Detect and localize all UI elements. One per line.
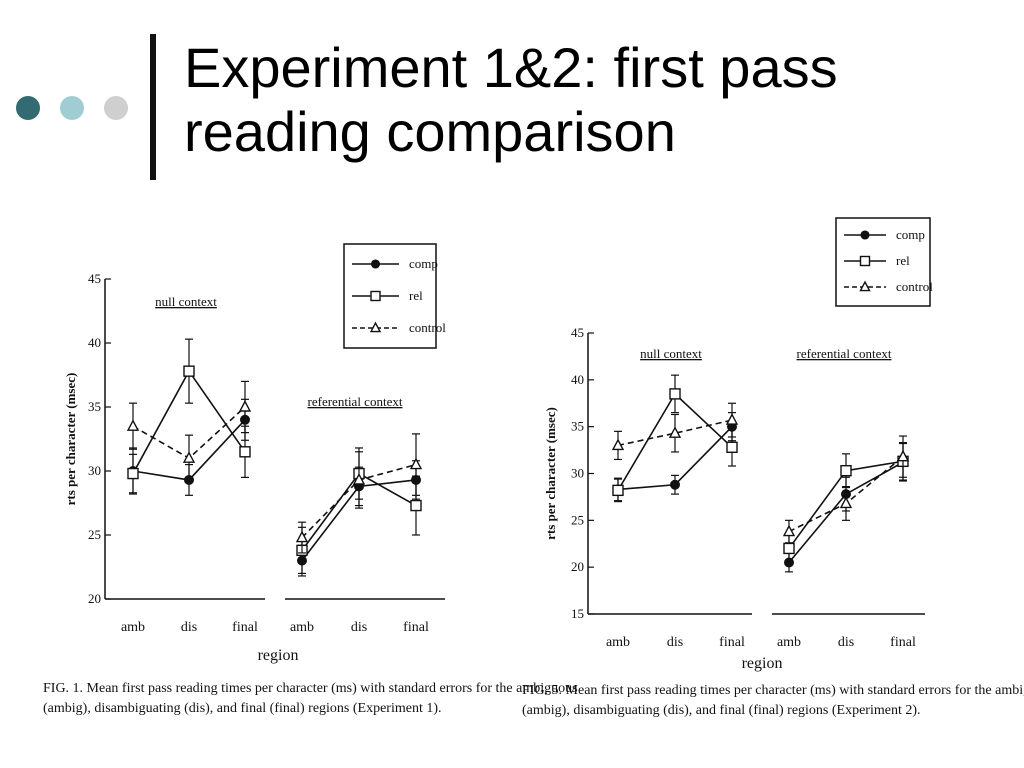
rel-marker	[612, 484, 624, 497]
legend-label-control: control	[409, 320, 446, 335]
control-marker	[725, 413, 739, 425]
panel-label: null context	[640, 346, 702, 361]
y-tick-label: 30	[88, 463, 101, 478]
panel-label: referential context	[308, 394, 403, 409]
legend-label-rel: rel	[409, 288, 423, 303]
comp-marker	[370, 259, 381, 269]
rel-marker	[410, 499, 422, 512]
x-tick-label: amb	[606, 635, 630, 650]
y-tick-label: 45	[571, 325, 584, 340]
rel-marker	[859, 255, 871, 267]
rel-marker	[783, 542, 795, 555]
comp-marker	[860, 230, 870, 240]
x-tick-label: final	[403, 620, 429, 635]
figure-caption-line-2: (ambig), disambiguating (dis), and final…	[43, 701, 442, 716]
rel-marker	[127, 467, 139, 480]
x-tick-label: final	[719, 635, 745, 650]
decor-dot-1	[16, 96, 40, 120]
y-tick-label: 30	[571, 466, 584, 481]
x-tick-label: dis	[181, 620, 197, 635]
control-marker	[782, 524, 796, 537]
control-marker	[859, 280, 871, 292]
rel-marker	[726, 441, 738, 453]
legend-label-comp: comp	[896, 227, 925, 242]
y-tick-label: 20	[571, 559, 584, 574]
y-tick-label: 40	[571, 372, 584, 387]
y-tick-label: 45	[88, 271, 101, 286]
y-axis-label: rts per character (msec)	[543, 407, 558, 540]
x-axis-label: region	[258, 647, 299, 664]
legend-label-rel: rel	[896, 253, 910, 268]
rel-marker	[370, 290, 381, 302]
figure-caption-line-1: FIG. 5. Mean first pass reading times pe…	[522, 683, 1024, 698]
control-marker	[352, 472, 366, 485]
control-marker	[369, 321, 382, 333]
x-axis-label: region	[742, 655, 783, 672]
x-tick-label: final	[890, 635, 916, 650]
panel-label: null context	[155, 294, 217, 309]
x-tick-label: final	[232, 620, 258, 635]
rel-marker	[840, 464, 852, 477]
title-divider	[150, 34, 156, 180]
figure-caption-line-1: FIG. 1. Mean first pass reading times pe…	[43, 681, 578, 696]
y-tick-label: 25	[571, 512, 584, 527]
y-tick-label: 20	[88, 591, 101, 606]
figure-caption-line-2: (ambig), disambiguating (dis), and final…	[522, 703, 921, 718]
x-tick-label: dis	[667, 635, 683, 650]
panel-label: referential context	[797, 346, 892, 361]
y-tick-label: 35	[571, 419, 584, 434]
x-tick-label: amb	[121, 620, 145, 635]
comp-marker	[670, 479, 680, 490]
rel-marker	[669, 388, 681, 400]
x-tick-label: amb	[290, 620, 314, 635]
legend-label-control: control	[896, 279, 933, 294]
x-tick-label: dis	[838, 635, 854, 650]
rel-marker	[239, 446, 251, 458]
legend-box	[835, 217, 931, 307]
control-marker	[896, 449, 910, 462]
legend-label-comp: comp	[409, 256, 438, 271]
control-marker	[182, 451, 196, 463]
control-marker	[295, 530, 309, 543]
control-marker	[839, 496, 853, 509]
y-tick-label: 35	[88, 399, 101, 414]
y-tick-label: 25	[88, 527, 101, 542]
x-tick-label: dis	[351, 620, 367, 635]
title-line-1: Experiment 1&2: first pass	[184, 36, 838, 99]
rel-marker	[183, 365, 195, 377]
control-marker	[611, 438, 625, 451]
decor-dot-3	[104, 96, 128, 120]
y-tick-label: 40	[88, 335, 101, 350]
control-marker	[238, 399, 252, 412]
page-title: Experiment 1&2: first pass reading compa…	[184, 36, 984, 164]
control-marker	[409, 457, 423, 470]
decor-dot-2	[60, 96, 84, 120]
control-marker	[668, 426, 682, 438]
title-line-2: reading comparison	[184, 100, 676, 163]
y-tick-label: 15	[571, 606, 584, 621]
x-tick-label: amb	[777, 635, 801, 650]
control-marker	[126, 419, 140, 431]
y-axis-label: rts per character (msec)	[63, 373, 78, 506]
